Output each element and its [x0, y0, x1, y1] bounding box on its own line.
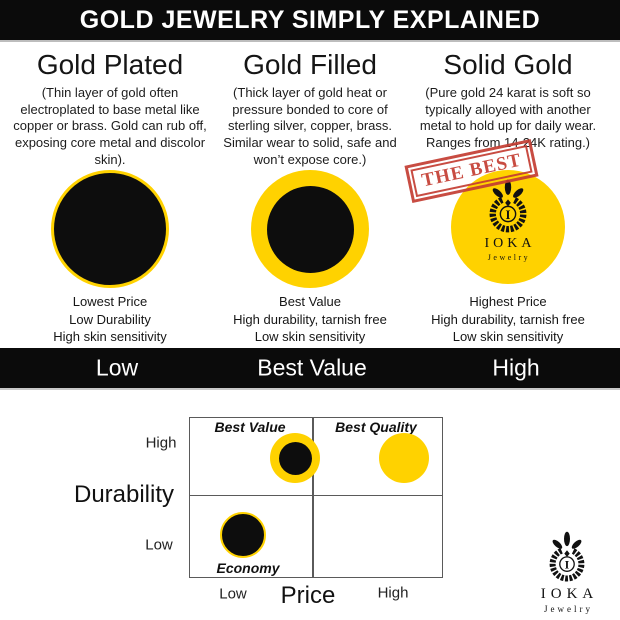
stat-line: Low skin sensitivity: [452, 329, 564, 345]
stat-line: High skin sensitivity: [53, 329, 167, 345]
crest-wreath: [549, 547, 585, 582]
rating-high-label: High: [492, 354, 540, 381]
stat-line: Lowest Price: [72, 294, 148, 309]
gold-filled-core: [266, 185, 354, 273]
solid-gold-heading: Solid Gold: [443, 49, 573, 80]
brand-name: IOKA: [484, 236, 536, 251]
solid-gold-stats: Highest Price High durability, tarnish f…: [404, 293, 612, 346]
column-gold-plated: Gold Plated (Thin layer of gold often el…: [12, 45, 208, 348]
gold-plated-circle: [51, 170, 169, 288]
economy-bubble: [220, 512, 266, 558]
stat-line: Best Value: [279, 294, 341, 309]
rating-best-value-label: Best Value: [257, 354, 367, 381]
gold-filled-circle-slot: [212, 170, 408, 288]
quadrant-label-economy: Economy: [216, 560, 280, 576]
brand-subtitle: Jewelry: [487, 253, 531, 262]
crest-wreath: [489, 196, 527, 233]
x-tick-low: Low: [219, 585, 247, 603]
stat-line: Highest Price: [469, 294, 547, 309]
best-value-bubble-core: [278, 441, 312, 475]
quadrant-label-best-value: Best Value: [214, 419, 286, 435]
gold-filled-circle: [251, 170, 369, 288]
ioka-footer-logo: I IOKA Jewelry: [527, 531, 607, 614]
best-value-bubble: [270, 433, 320, 483]
solid-gold-description: (Pure gold 24 karat is soft so typically…: [419, 85, 597, 150]
y-tick-low: Low: [145, 536, 173, 554]
ioka-crest-icon: I: [489, 179, 527, 233]
column-solid-gold: Solid Gold (Pure gold 24 karat is soft s…: [405, 45, 606, 348]
stat-line: Low skin sensitivity: [254, 329, 366, 345]
brand-name: IOKA: [540, 586, 599, 602]
best-quality-bubble: [379, 433, 429, 483]
stat-line: Low Durability: [69, 311, 151, 327]
quadrant-chart: Best Value Best Quality Economy High Low…: [0, 392, 620, 620]
x-axis-label: Price: [280, 582, 336, 609]
crest-leaves: [552, 531, 582, 557]
column-gold-filled: Gold Filled (Thick layer of gold heat or…: [212, 45, 408, 348]
gold-plated-description: (Thin layer of gold often electroplated …: [13, 85, 207, 167]
crest-leaves: [492, 179, 524, 207]
y-tick-high: High: [145, 434, 177, 452]
stat-line: High durability, tarnish free: [233, 311, 387, 327]
ioka-crest-icon: I: [549, 531, 585, 582]
gold-plated-stats: Lowest Price Low Durability High skin se…: [6, 293, 214, 346]
stat-line: High durability, tarnish free: [431, 311, 585, 327]
gold-plated-heading: Gold Plated: [36, 49, 184, 80]
brand-subtitle: Jewelry: [544, 604, 593, 614]
rating-low-label: Low: [95, 354, 139, 381]
solid-gold-circle: I IOKA Jewelry: [451, 170, 565, 284]
crest-monogram: I: [506, 208, 511, 222]
gold-filled-heading: Gold Filled: [243, 49, 377, 80]
gold-filled-stats: Best Value High durability, tarnish free…: [206, 293, 414, 346]
grid-vertical-divider: [312, 418, 314, 577]
quadrant-label-best-quality: Best Quality: [335, 419, 417, 435]
y-axis-label: Durability: [73, 481, 175, 508]
gold-filled-description: (Thick layer of gold heat or pressure bo…: [223, 85, 397, 167]
rating-bar: Low Best Value High: [0, 348, 620, 390]
grid-horizontal-divider: [190, 494, 442, 496]
solid-gold-circle-slot: I IOKA Jewelry: [410, 170, 606, 284]
crest-monogram: I: [565, 558, 570, 572]
x-tick-high: High: [377, 584, 409, 602]
gold-plated-circle-slot: [12, 170, 208, 288]
chart-grid: [189, 417, 443, 578]
title-bar: GOLD JEWELRY SIMPLY EXPLAINED: [0, 0, 620, 42]
page-title: GOLD JEWELRY SIMPLY EXPLAINED: [79, 5, 541, 34]
